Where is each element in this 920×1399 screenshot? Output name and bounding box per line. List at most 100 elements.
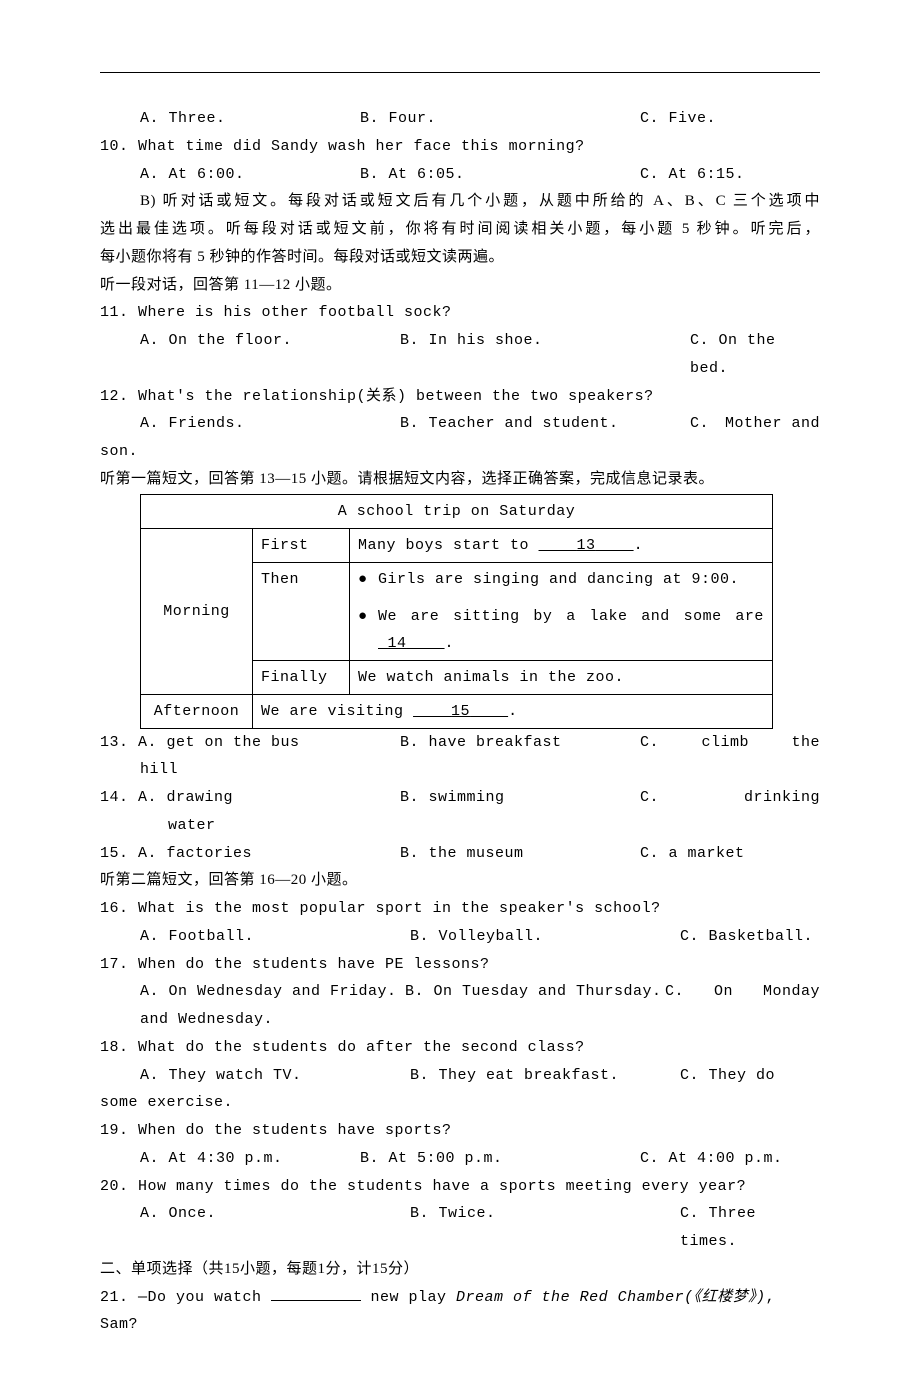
q19-optB: B. At 5:00 p.m. xyxy=(360,1145,640,1173)
q16-optA: A. Football. xyxy=(140,923,410,951)
q10-stem: 10. What time did Sandy wash her face th… xyxy=(100,133,820,161)
then-b2-line2: 14 . xyxy=(378,630,764,657)
trip-table: A school trip on Saturday Morning First … xyxy=(140,494,773,729)
first-text-a: Many boys start to xyxy=(358,537,539,554)
q17-wrap: and Wednesday. xyxy=(100,1006,820,1034)
q19-optC: C. At 4:00 p.m. xyxy=(640,1145,820,1173)
afternoon-text-a: We are visiting xyxy=(261,703,413,720)
q9-optA: A. Three. xyxy=(140,105,360,133)
q16-options: A. Football. B. Volleyball. C. Basketbal… xyxy=(100,923,820,951)
q17-stem: 17. When do the students have PE lessons… xyxy=(100,951,820,979)
q12-wrap: son. xyxy=(100,438,820,466)
q12-optC: C. Mother and xyxy=(690,410,820,438)
q20-stem: 20. How many times do the students have … xyxy=(100,1173,820,1201)
q12-optA: A. Friends. xyxy=(140,410,400,438)
first-cell: Many boys start to 13 . xyxy=(350,528,773,562)
section2-title: 二、单项选择（共15小题，每题1分，计15分） xyxy=(100,1256,820,1284)
then-label: Then xyxy=(253,562,350,660)
q20-optA: A. Once. xyxy=(140,1200,410,1256)
q14-optB: B. swimming xyxy=(400,784,640,812)
q12-optC-rest: Mother and xyxy=(725,410,820,438)
q21-stem: 21. —Do you watch new play Dream of the … xyxy=(100,1284,820,1340)
bullet-icon: ● xyxy=(358,566,378,593)
q11-optA: A. On the floor. xyxy=(140,327,400,383)
then-b2-line1: We are sitting by a lake and some are xyxy=(378,603,764,630)
q12-options: A. Friends. B. Teacher and student. C. M… xyxy=(100,410,820,438)
blank-13: 13 xyxy=(539,537,634,554)
q20-optB: B. Twice. xyxy=(410,1200,680,1256)
q21-blank xyxy=(271,1285,361,1301)
q9-optC: C. Five. xyxy=(640,105,820,133)
q15-optB: B. the museum xyxy=(400,840,640,868)
q11-options: A. On the floor. B. In his shoe. C. On t… xyxy=(100,327,820,383)
q13-wrap: hill xyxy=(100,756,820,784)
q16-optB: B. Volleyball. xyxy=(410,923,680,951)
blank-15: 15 xyxy=(413,703,508,720)
q18-optA: A. They watch TV. xyxy=(140,1062,410,1090)
then-b2-text: We are sitting by a lake and some are 14… xyxy=(378,603,764,657)
passage1-lead: 听第一篇短文，回答第 13—15 小题。请根据短文内容，选择正确答案，完成信息记… xyxy=(100,466,820,494)
q11-optC: C. On the bed. xyxy=(690,327,820,383)
q10-optC: C. At 6:15. xyxy=(640,161,820,189)
then-bullet-1: ● Girls are singing and dancing at 9:00. xyxy=(358,566,764,593)
sectionB-intro-3: 每小题你将有 5 秒钟的作答时间。每段对话或短文读两遍。 xyxy=(100,244,820,272)
q15-optC: C. a market xyxy=(640,840,820,868)
q12-stem: 12. What's the relationship(关系) between … xyxy=(100,383,820,411)
then-b1-text: Girls are singing and dancing at 9:00. xyxy=(378,566,764,593)
afternoon-label: Afternoon xyxy=(141,694,253,728)
finally-label: Finally xyxy=(253,660,350,694)
top-rule xyxy=(100,72,820,73)
blank-14: 14 xyxy=(378,635,445,652)
sectionB-intro-1: B) 听对话或短文。每段对话或短文后有几个小题，从题中所给的 A、B、C 三个选… xyxy=(100,188,820,216)
then-bullet-2: ● We are sitting by a lake and some are xyxy=(358,603,764,657)
q15-stem: 15. A. factories xyxy=(100,840,400,868)
q12-optC-prefix: C. xyxy=(690,410,709,438)
finally-text: We watch animals in the zoo. xyxy=(350,660,773,694)
q17-optC: C. On Monday xyxy=(665,978,820,1006)
q16-optC: C. Basketball. xyxy=(680,923,820,951)
q19-stem: 19. When do the students have sports? xyxy=(100,1117,820,1145)
q15-row: 15. A. factories B. the museum C. a mark… xyxy=(100,840,820,868)
then-cell: ● Girls are singing and dancing at 9:00.… xyxy=(350,562,773,660)
q20-options: A. Once. B. Twice. C. Three times. xyxy=(100,1200,820,1256)
q18-optC: C. They do xyxy=(680,1062,820,1090)
first-label: First xyxy=(253,528,350,562)
passage2-lead: 听第二篇短文，回答第 16—20 小题。 xyxy=(100,867,820,895)
trip-title: A school trip on Saturday xyxy=(141,494,773,528)
q18-wrap: some exercise. xyxy=(100,1089,820,1117)
table-row: Morning First Many boys start to 13 . xyxy=(141,528,773,562)
q14-wrap: water xyxy=(100,812,820,840)
q10-optB: B. At 6:05. xyxy=(360,161,640,189)
q18-stem: 18. What do the students do after the se… xyxy=(100,1034,820,1062)
bullet-icon: ● xyxy=(358,603,378,657)
q19-options: A. At 4:30 p.m. B. At 5:00 p.m. C. At 4:… xyxy=(100,1145,820,1173)
q17-options: A. On Wednesday and Friday. B. On Tuesda… xyxy=(100,978,820,1006)
q13-stem: 13. A. get on the bus xyxy=(100,729,400,757)
table-row: A school trip on Saturday xyxy=(141,494,773,528)
sectionB-intro-2: 选出最佳选项。听每段对话或短文前，你将有时间阅读相关小题，每小题 5 秒钟。听完… xyxy=(100,216,820,244)
q10-options: A. At 6:00. B. At 6:05. C. At 6:15. xyxy=(100,161,820,189)
spacer xyxy=(358,593,764,603)
q12-optB: B. Teacher and student. xyxy=(400,410,690,438)
q13-optB: B. have breakfast xyxy=(400,729,640,757)
q21-title-italic: Dream of the Red Chamber(《红楼梦》) xyxy=(456,1289,766,1306)
q13-optC: C. climb the xyxy=(640,729,820,757)
exam-page: A. Three. B. Four. C. Five. 10. What tim… xyxy=(0,0,920,1399)
q14-row: 14. A. drawing B. swimming C. drinking xyxy=(100,784,820,812)
q14-stem: 14. A. drawing xyxy=(100,784,400,812)
table-row: Afternoon We are visiting 15 . xyxy=(141,694,773,728)
q9-options: A. Three. B. Four. C. Five. xyxy=(100,105,820,133)
q16-stem: 16. What is the most popular sport in th… xyxy=(100,895,820,923)
q21-stem-b: new play xyxy=(361,1289,456,1306)
q10-optA: A. At 6:00. xyxy=(140,161,360,189)
q13-row: 13. A. get on the bus B. have breakfast … xyxy=(100,729,820,757)
q21-stem-a: 21. —Do you watch xyxy=(100,1289,271,1306)
q19-optA: A. At 4:30 p.m. xyxy=(140,1145,360,1173)
q17-optB: B. On Tuesday and Thursday. xyxy=(405,978,665,1006)
q17-optA: A. On Wednesday and Friday. xyxy=(140,978,405,1006)
q11-stem: 11. Where is his other football sock? xyxy=(100,299,820,327)
q9-optB: B. Four. xyxy=(360,105,640,133)
afternoon-text-b: . xyxy=(508,703,518,720)
q14-optC: C. drinking xyxy=(640,784,820,812)
first-text-b: . xyxy=(634,537,644,554)
